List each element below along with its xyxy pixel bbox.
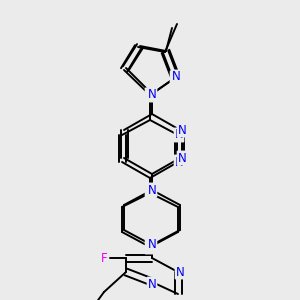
Text: N: N — [148, 238, 156, 251]
Text: F: F — [101, 251, 107, 265]
Text: N: N — [178, 124, 186, 136]
Text: N: N — [146, 241, 154, 254]
Text: N: N — [148, 184, 156, 196]
Text: N: N — [148, 88, 156, 100]
Text: N: N — [175, 128, 183, 142]
Text: N: N — [146, 187, 154, 200]
Text: N: N — [172, 70, 180, 83]
Text: N: N — [175, 155, 183, 169]
Text: N: N — [146, 88, 154, 101]
Text: N: N — [176, 266, 184, 278]
Text: N: N — [178, 152, 186, 164]
Text: N: N — [148, 278, 156, 290]
Text: N: N — [171, 71, 179, 85]
